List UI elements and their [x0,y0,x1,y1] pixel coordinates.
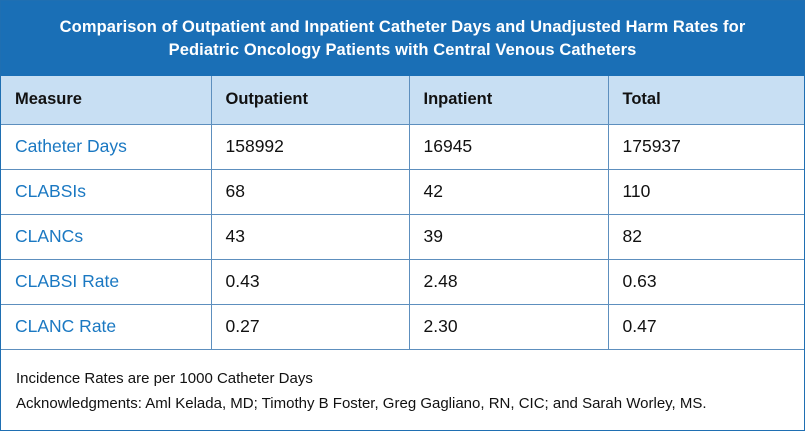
header-total: Total [608,76,804,125]
row-inpatient: 16945 [409,124,609,170]
table-row: CLANCs 43 39 82 [1,214,804,260]
row-total: 175937 [608,124,804,170]
data-table: Measure Outpatient Inpatient Total Cathe… [1,76,804,350]
title-line-2: Pediatric Oncology Patients with Central… [168,40,637,59]
table-row: CLANC Rate 0.27 2.30 0.47 [1,304,804,350]
row-inpatient: 2.48 [409,259,609,305]
table-row: CLABSI Rate 0.43 2.48 0.63 [1,259,804,305]
row-outpatient: 0.43 [211,259,410,305]
row-measure: Catheter Days [1,124,212,170]
acknowledgments: Acknowledgments: Aml Kelada, MD; Timothy… [16,394,707,412]
row-inpatient: 2.30 [409,304,609,350]
header-row: Measure Outpatient Inpatient Total [1,76,804,125]
row-total: 0.47 [608,304,804,350]
header-outpatient: Outpatient [211,76,410,125]
incidence-note: Incidence Rates are per 1000 Catheter Da… [16,369,313,387]
row-measure: CLABSI Rate [1,259,212,305]
row-inpatient: 42 [409,169,609,215]
row-measure: CLABSIs [1,169,212,215]
table-row: Catheter Days 158992 16945 175937 [1,124,804,170]
row-outpatient: 68 [211,169,410,215]
table-footnotes: Incidence Rates are per 1000 Catheter Da… [1,350,804,416]
table-title: Comparison of Outpatient and Inpatient C… [1,1,804,76]
row-outpatient: 0.27 [211,304,410,350]
title-line-1: Comparison of Outpatient and Inpatient C… [59,17,746,36]
row-total: 82 [608,214,804,260]
row-outpatient: 43 [211,214,410,260]
row-measure: CLANC Rate [1,304,212,350]
header-inpatient: Inpatient [409,76,609,125]
row-total: 0.63 [608,259,804,305]
header-measure: Measure [1,76,212,125]
table-row: CLABSIs 68 42 110 [1,169,804,215]
row-measure: CLANCs [1,214,212,260]
row-outpatient: 158992 [211,124,410,170]
row-total: 110 [608,169,804,215]
row-inpatient: 39 [409,214,609,260]
